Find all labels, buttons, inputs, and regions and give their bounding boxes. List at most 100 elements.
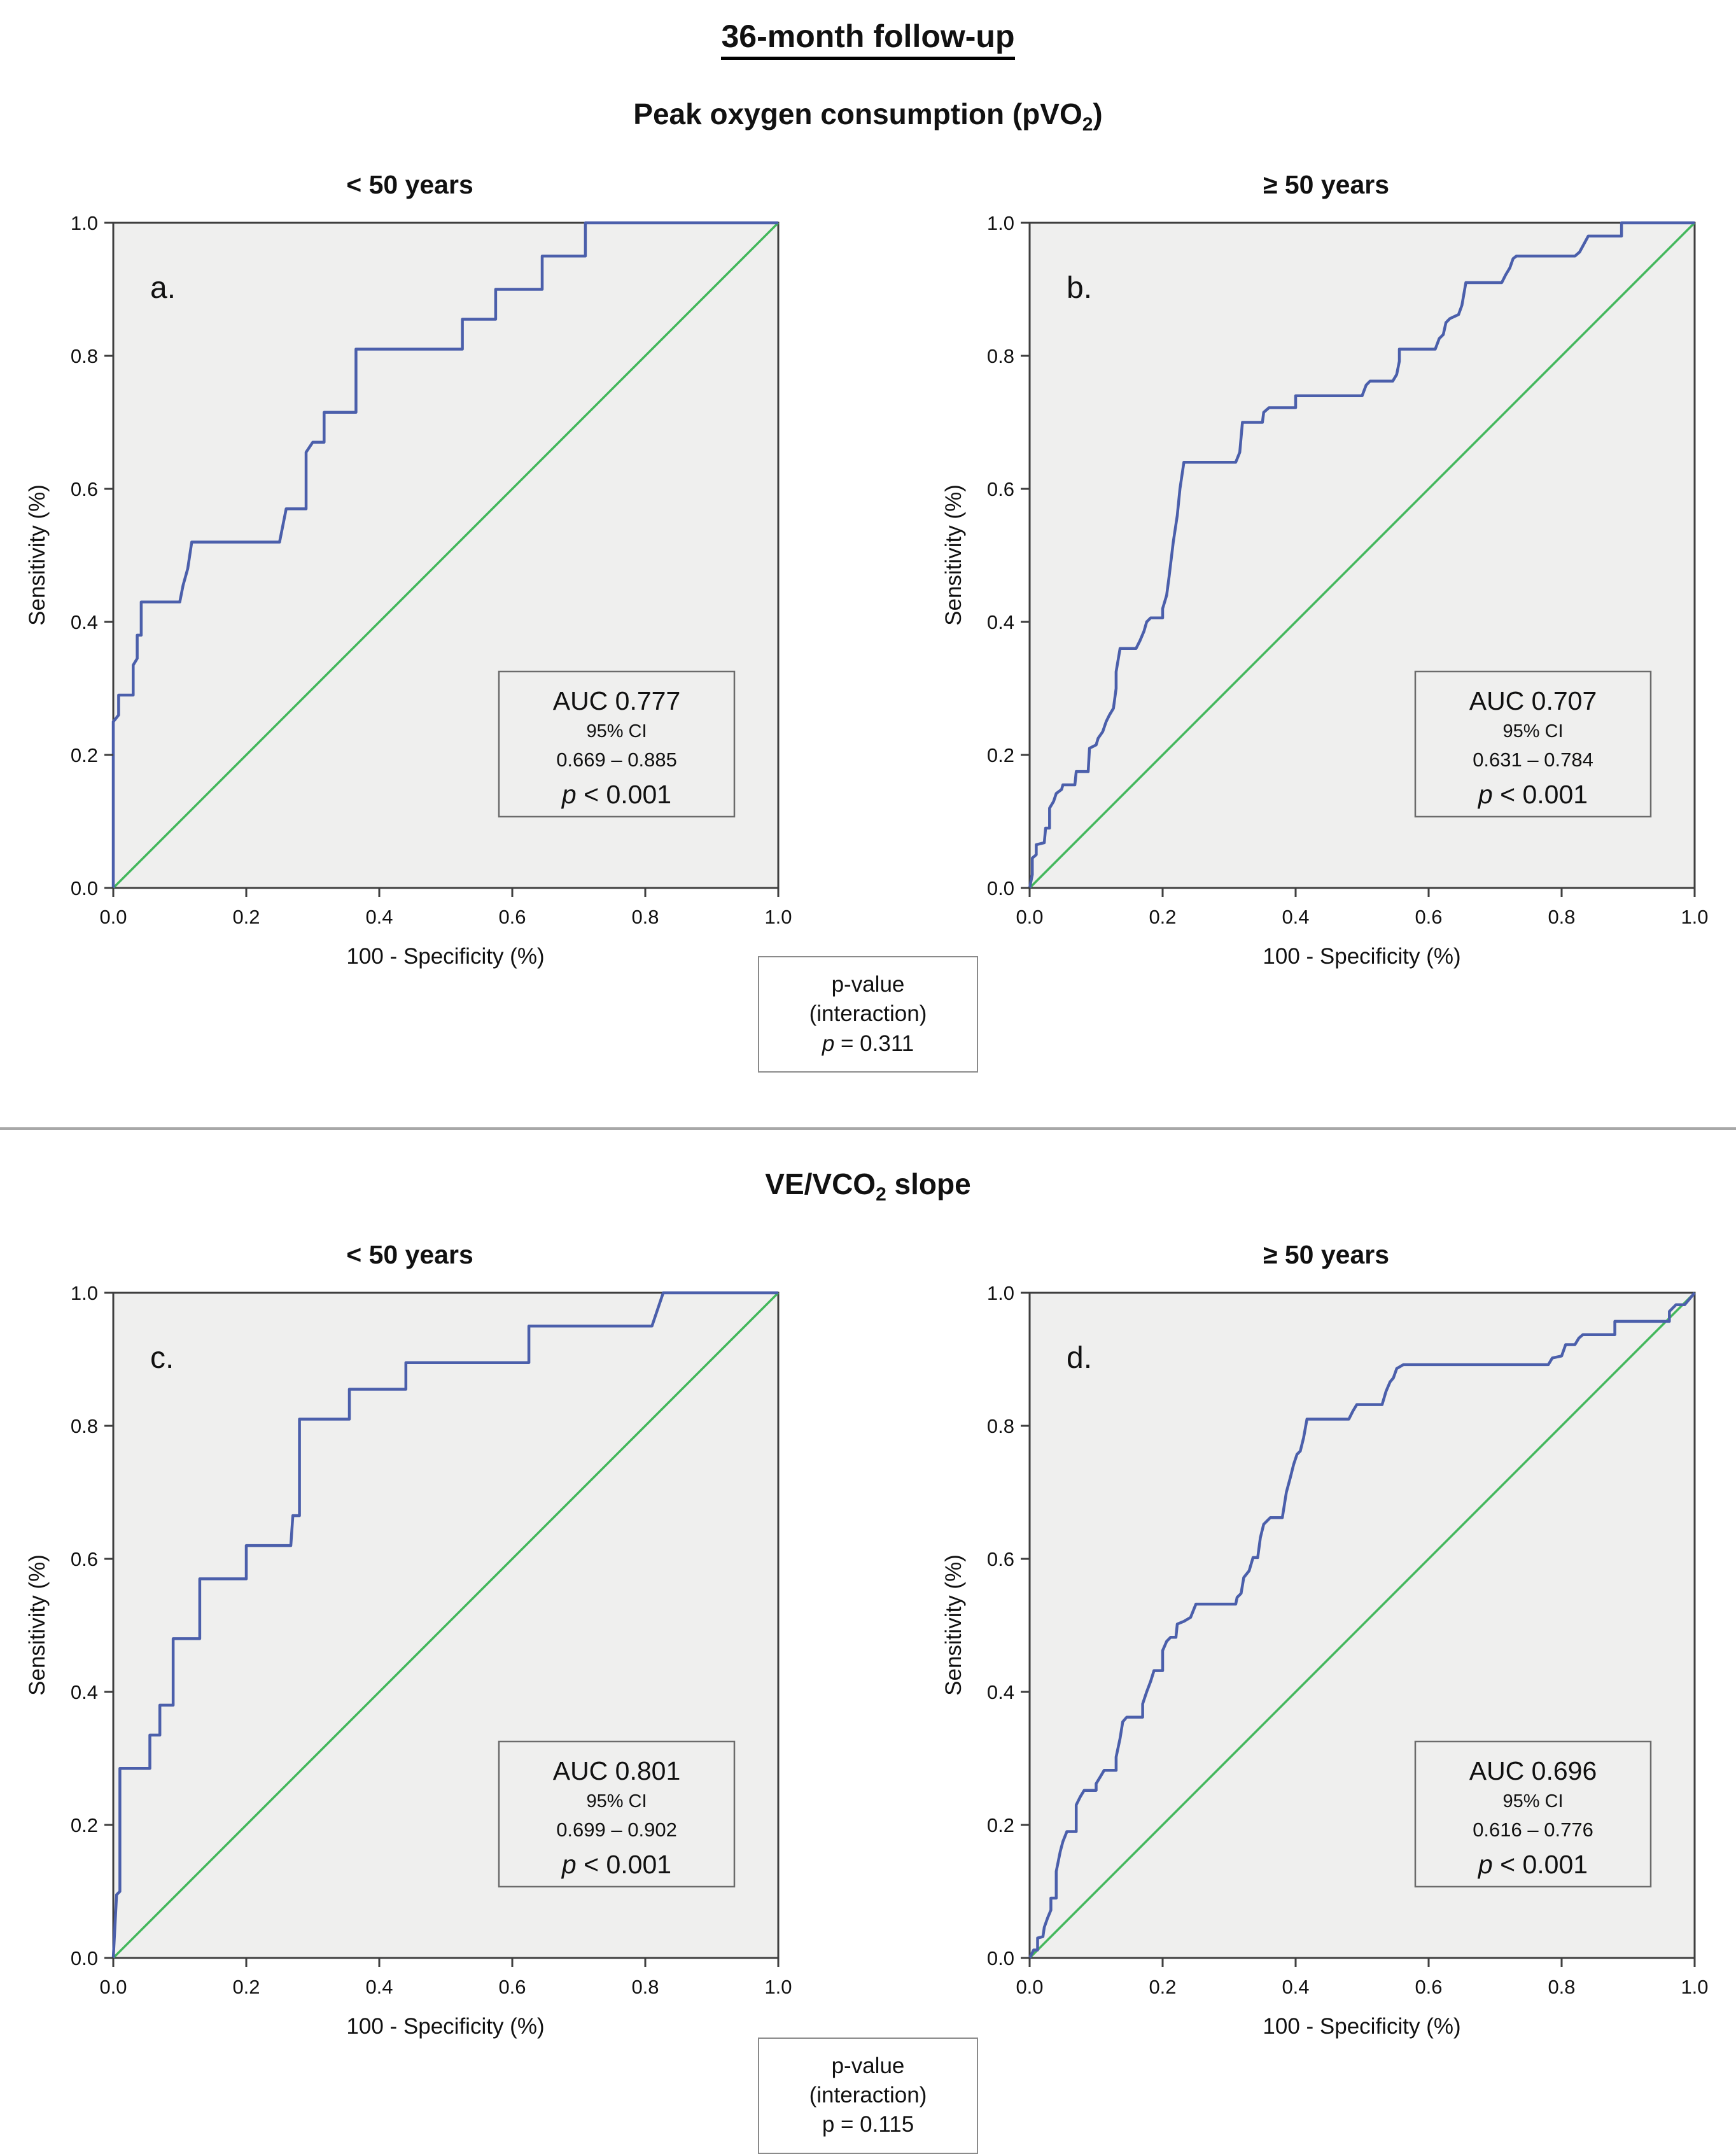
x-tick-label: 0.0 (99, 906, 127, 928)
section-1-panels-row: < 50 years 0.0 0.0 0.2 0.2 0.4 0.4 0.6 0.6 0.8 0.… (0, 139, 1736, 1031)
auc-ci-label: 95% CI (586, 1791, 647, 1812)
auc-box-frame (1414, 670, 1652, 818)
reference-diagonal-line (112, 1292, 780, 1959)
auc-ci-range: 0.699 – 0.902 (556, 1819, 677, 1841)
y-tick-label: 0.4 (987, 611, 1014, 633)
x-tick-label: 0.4 (365, 1976, 393, 1998)
interaction-line-1: p-value (831, 2053, 905, 2078)
reference-diagonal-line (1028, 222, 1696, 889)
x-tick-label: 1.0 (764, 1976, 792, 1998)
auc-value: AUC 0.696 (1469, 1756, 1597, 1785)
x-axis-title: 100 - Specificity (%) (1263, 944, 1460, 969)
auc-annotation-box: AUC 0.696 95% CI 0.616 – 0.776 p < 0.001 (1414, 1740, 1652, 1888)
x-tick-label: 1.0 (1681, 906, 1708, 928)
auc-value: AUC 0.707 (1469, 686, 1597, 715)
x-tick-label: 0.8 (1548, 906, 1575, 928)
section-1-title: Peak oxygen consumption (pVO2) (633, 97, 1103, 136)
figure-main-title: 36-month follow-up (0, 18, 1736, 60)
axis-ticks: 0.00.0 0.2 0.2 0.4 0.4 0.6 0.6 0.8 0.8 1.0 1.0 (987, 212, 1709, 928)
x-tick-label: 0.0 (99, 1976, 127, 1998)
y-tick-label: 0.6 (987, 1548, 1014, 1570)
auc-annotation-box: AUC 0.801 95% CI 0.699 – 0.902 p < 0.001 (498, 1740, 736, 1888)
y-tick-label: 0.2 (71, 744, 98, 766)
panel-d: ≥ 50 years 0.0 0.0 0.2 0.2 0.4 0.4 0.6 0.6 0.8 0.… (934, 1209, 1718, 2101)
section-2-panels-row: < 50 years 0.0 0.0 0.2 0.2 0.4 0.4 0.6 0.6 0.8 0.… (0, 1209, 1736, 2101)
x-tick-label: 1.0 (1681, 1976, 1708, 1998)
roc-curve (111, 221, 778, 889)
y-tick-label: 0.8 (71, 1415, 98, 1437)
y-tick-label: 0.8 (71, 345, 98, 367)
auc-box-frame (1414, 1740, 1652, 1888)
roc-curve (1028, 221, 1695, 889)
y-tick-label: 0.2 (987, 744, 1014, 766)
y-tick-label: 0.6 (71, 478, 98, 500)
panel-a: < 50 years 0.0 0.0 0.2 0.2 0.4 0.4 0.6 0.6 0.8 0.… (18, 139, 802, 1031)
x-tick-label: 0.4 (1282, 1976, 1309, 1998)
auc-ci-range: 0.669 – 0.885 (556, 749, 677, 771)
roc-chart-c: 0.00.00.20.20.40.40.60.60.80.81.01.0 c. … (25, 1282, 792, 2039)
y-tick-label: 0.6 (987, 478, 1014, 500)
interaction-p-value-box-2: p-value (interaction) p = 0.115 (758, 2037, 978, 2154)
roc-chart-b: 0.00.00.20.20.40.40.60.60.80.81.01.0 b. … (941, 212, 1709, 969)
x-tick-label: 0.4 (1282, 906, 1309, 928)
panel-letter: b. (1067, 271, 1092, 305)
panel-b-title: ≥ 50 years (1263, 170, 1390, 200)
auc-box-frame (498, 1740, 736, 1888)
panel-a-title: < 50 years (346, 170, 473, 200)
x-tick-label: 1.0 (764, 906, 792, 928)
y-tick-label: 0.0 (71, 877, 98, 899)
panel-c: < 50 years 0.0 0.0 0.2 0.2 0.4 0.4 0.6 0.6 0.8 0.… (18, 1209, 802, 2101)
x-tick-label: 0.6 (498, 1976, 526, 1998)
auc-annotation-box: AUC 0.707 95% CI 0.631 – 0.784 p < 0.001 (1414, 670, 1652, 818)
x-tick-label: 0.8 (631, 906, 659, 928)
auc-p-value: p < 0.001 (561, 1850, 671, 1879)
section-2-title: VE/VCO2 slope (765, 1167, 971, 1205)
x-tick-label: 0.6 (498, 906, 526, 928)
reference-diagonal-line (112, 222, 780, 889)
panel-d-title: ≥ 50 years (1263, 1239, 1390, 1269)
x-tick-label: 0.8 (631, 1976, 659, 1998)
x-axis-title: 100 - Specificity (%) (1263, 2014, 1460, 2039)
axis-ticks: 0.00.0 0.2 0.2 0.4 0.4 0.6 0.6 0.8 0.8 1.0 1.0 (71, 212, 792, 928)
y-axis-title: Sensitivity (%) (25, 1554, 50, 1696)
x-tick-label: 0.4 (365, 906, 393, 928)
auc-value: AUC 0.801 (553, 1756, 681, 1785)
y-tick-label: 0.4 (987, 1681, 1014, 1703)
x-tick-label: 0.2 (232, 1976, 260, 1998)
x-tick-label: 0.2 (232, 906, 260, 928)
x-axis-title: 100 - Specificity (%) (346, 944, 544, 969)
panel-letter: c. (150, 1341, 174, 1375)
y-tick-label: 0.2 (71, 1814, 98, 1836)
figure-main-title-text: 36-month follow-up (721, 18, 1015, 60)
y-tick-label: 1.0 (987, 1282, 1014, 1304)
auc-ci-label: 95% CI (1502, 1791, 1563, 1812)
x-tick-label: 0.8 (1548, 1976, 1575, 1998)
x-tick-label: 0.2 (1149, 906, 1176, 928)
panel-letter: a. (150, 271, 176, 305)
auc-ci-label: 95% CI (586, 721, 647, 742)
y-tick-label: 0.6 (71, 1548, 98, 1570)
y-tick-label: 1.0 (71, 1282, 98, 1304)
y-tick-label: 1.0 (71, 212, 98, 234)
interaction-p-value-box-1: p-value (interaction) p = 0.311 (758, 956, 978, 1073)
y-tick-label: 0.2 (987, 1814, 1014, 1836)
y-tick-label: 0.4 (71, 1681, 98, 1703)
auc-p-value: p < 0.001 (1477, 1850, 1588, 1879)
y-tick-label: 1.0 (987, 212, 1014, 234)
section-2: VE/VCO2 slope < 50 years 0.0 0.0 0.2 0.2 0.4… (0, 1167, 1736, 2154)
y-tick-label: 0.4 (71, 611, 98, 633)
panel-letter: d. (1067, 1341, 1092, 1375)
interaction-p-value: p = 0.115 (822, 2112, 914, 2137)
x-tick-label: 0.6 (1415, 1976, 1442, 1998)
interaction-line-2: (interaction) (809, 2083, 927, 2108)
x-axis-title: 100 - Specificity (%) (346, 2014, 544, 2039)
y-axis-title: Sensitivity (%) (25, 484, 50, 626)
roc-chart-d: 0.00.00.20.20.40.40.60.60.80.81.01.0 d. … (941, 1282, 1709, 2039)
interaction-line-2: (interaction) (809, 1001, 927, 1027)
y-tick-label: 0.0 (71, 1947, 98, 1969)
y-axis-title: Sensitivity (%) (941, 1554, 966, 1696)
interaction-line-1: p-value (831, 972, 905, 997)
x-tick-label: 0.6 (1415, 906, 1442, 928)
auc-p-value: p < 0.001 (1477, 780, 1588, 809)
axis-ticks: 0.00.0 0.2 0.2 0.4 0.4 0.6 0.6 0.8 0.8 1.0 1.0 (987, 1282, 1709, 1998)
